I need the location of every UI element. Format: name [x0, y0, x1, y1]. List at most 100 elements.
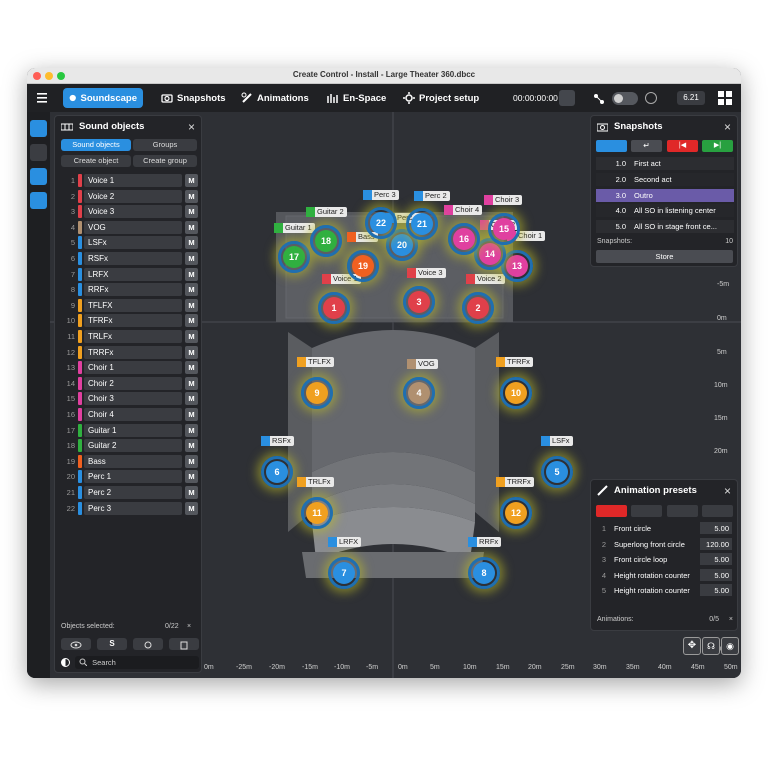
mute-button[interactable]: M — [185, 252, 198, 265]
hamburger-menu-icon[interactable] — [31, 88, 53, 108]
sound-object-name[interactable]: TRLFx — [84, 330, 182, 343]
minimize-window-button[interactable] — [45, 72, 53, 80]
mute-button[interactable]: M — [185, 470, 198, 484]
network-icon[interactable] — [593, 92, 605, 104]
timecode-sync-button[interactable] — [559, 90, 575, 106]
mixer-toggle-button[interactable] — [30, 144, 47, 161]
sound-object-name[interactable]: RSFx — [84, 252, 182, 265]
tab-snapshots[interactable]: Snapshots — [155, 88, 232, 108]
sound-objects-toggle-button[interactable] — [30, 120, 47, 137]
mute-button[interactable]: M — [185, 298, 198, 312]
sound-object-name[interactable]: VOG — [84, 220, 182, 234]
sound-object-row[interactable]: 6 RSFx M — [61, 252, 199, 265]
snapshots-toggle-button[interactable] — [30, 168, 47, 185]
mute-button[interactable]: M — [185, 439, 198, 453]
tab-project-setup[interactable]: Project setup — [397, 88, 485, 108]
sound-object-row[interactable]: 11 TRLFx M — [61, 330, 199, 343]
mute-button[interactable]: M — [185, 267, 198, 281]
mute-button[interactable]: M — [185, 283, 198, 297]
animation-duration[interactable]: 5.00 — [700, 522, 732, 534]
sound-object-name[interactable]: Guitar 1 — [84, 423, 182, 437]
sound-object-row[interactable]: 7 LRFX M — [61, 267, 199, 281]
sound-object-name[interactable]: TFRFx — [84, 314, 182, 328]
search-input[interactable]: Search — [75, 656, 199, 669]
close-icon[interactable]: × — [723, 120, 731, 134]
mute-button[interactable]: M — [185, 501, 198, 515]
head-tool-button[interactable]: ☊ — [702, 637, 720, 655]
mute-button[interactable]: M — [185, 345, 198, 359]
animation-row[interactable]: 2 Superlong front circle 120.00 — [596, 537, 734, 551]
animation-row[interactable]: 4 Height rotation counter 5.00 — [596, 568, 734, 582]
tab-animations[interactable]: Animations — [235, 88, 315, 108]
delete-button[interactable] — [169, 638, 199, 650]
tab-groups[interactable]: Groups — [133, 139, 197, 151]
sound-object-row[interactable]: 9 TFLFX M — [61, 298, 199, 312]
solo-button[interactable]: S — [97, 638, 127, 650]
sound-object-row[interactable]: 8 RRFx M — [61, 283, 199, 297]
mute-button[interactable]: M — [185, 486, 198, 499]
snapshot-next-button[interactable]: ▶| — [702, 140, 733, 152]
tab-soundscape[interactable]: Soundscape — [63, 88, 143, 108]
sound-object-row[interactable]: 4 VOG M — [61, 220, 199, 234]
play-button[interactable] — [667, 505, 698, 517]
sound-object-name[interactable]: LSFx — [84, 236, 182, 250]
sound-object-name[interactable]: Choir 1 — [84, 361, 182, 375]
stop-button[interactable] — [631, 505, 662, 517]
animation-row[interactable]: 1 Front circle 5.00 — [596, 522, 734, 535]
snapshot-row[interactable]: 4.0 All SO in listening center — [596, 204, 734, 218]
sound-object-row[interactable]: 12 TRRFx M — [61, 345, 199, 359]
mute-button[interactable]: M — [185, 376, 198, 390]
snapshot-row[interactable]: 3.0 Outro — [596, 188, 734, 202]
sound-object-name[interactable]: Perc 3 — [84, 501, 182, 515]
store-button[interactable]: Store — [596, 250, 733, 263]
close-icon[interactable]: × — [723, 484, 731, 498]
sound-object-name[interactable]: RRFx — [84, 283, 182, 297]
animation-row[interactable]: 3 Front circle loop 5.00 — [596, 553, 734, 566]
clear-animations-icon[interactable]: × — [728, 616, 733, 623]
mute-button[interactable]: M — [185, 174, 198, 187]
sound-object-name[interactable]: Guitar 2 — [84, 439, 182, 453]
sound-object-name[interactable]: Perc 1 — [84, 470, 182, 484]
mute-button[interactable]: M — [185, 220, 198, 234]
mute-button[interactable]: M — [185, 392, 198, 406]
snapshot-row[interactable]: 5.0 All SO in stage front ce... — [596, 220, 734, 234]
create-group-button[interactable]: Create group — [133, 155, 197, 167]
sound-object-row[interactable]: 5 LSFx M — [61, 236, 199, 250]
zoom-window-button[interactable] — [57, 72, 65, 80]
snapshot-row[interactable]: 1.0 First act — [596, 157, 734, 170]
close-icon[interactable]: × — [187, 120, 195, 134]
toggle-switch[interactable] — [612, 92, 638, 105]
snapshot-recall-button[interactable] — [596, 140, 627, 152]
sound-object-name[interactable]: Bass — [84, 454, 182, 468]
sound-object-name[interactable]: Perc 2 — [84, 486, 182, 499]
grid-layout-icon[interactable] — [718, 91, 732, 105]
snapshot-row[interactable]: 2.0 Second act — [596, 172, 734, 186]
animation-duration[interactable]: 5.00 — [700, 568, 732, 581]
sound-object-name[interactable]: TRRFx — [84, 345, 182, 359]
mute-button[interactable]: M — [185, 314, 198, 328]
clear-selection-icon[interactable]: × — [187, 623, 192, 630]
sound-object-name[interactable]: Voice 1 — [84, 174, 182, 187]
sound-object-name[interactable]: LRFX — [84, 267, 182, 281]
record-button[interactable] — [596, 505, 627, 517]
move-tool-button[interactable]: ✥ — [683, 637, 701, 655]
mute-button[interactable]: M — [185, 454, 198, 468]
animation-duration[interactable]: 120.00 — [700, 537, 732, 550]
view-toggle-button[interactable]: ◉ — [721, 637, 739, 655]
sound-object-name[interactable]: Choir 2 — [84, 376, 182, 390]
create-object-button[interactable]: Create object — [61, 155, 131, 167]
mute-button[interactable]: M — [185, 423, 198, 437]
sound-object-name[interactable]: Voice 2 — [84, 189, 182, 203]
play-icon[interactable] — [645, 92, 657, 104]
contrast-icon[interactable] — [61, 658, 70, 667]
locate-button[interactable] — [133, 638, 163, 650]
